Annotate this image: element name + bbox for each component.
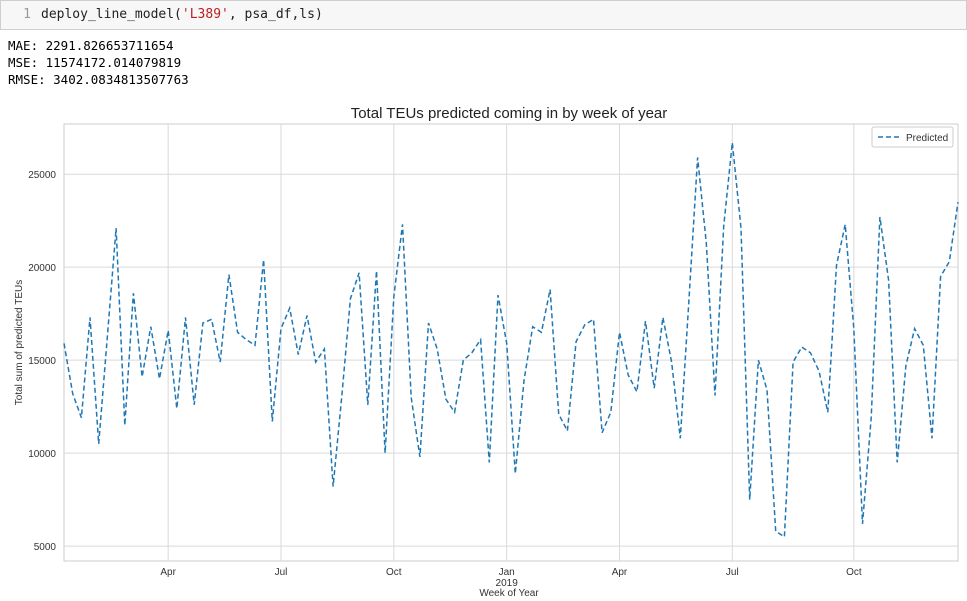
x-tick-label: Jul bbox=[726, 567, 739, 578]
code-text[interactable]: deploy_line_model('L389', psa_df,ls) bbox=[41, 7, 323, 22]
y-tick-label: 20000 bbox=[28, 263, 56, 274]
line-number: 1 bbox=[23, 7, 31, 22]
code-cell[interactable]: 1 deploy_line_model('L389', psa_df,ls) bbox=[0, 0, 967, 30]
x-axis-label: Week of Year bbox=[479, 588, 539, 599]
x-tick-label: 2019 bbox=[496, 578, 519, 589]
x-tick-label: Jan bbox=[499, 567, 515, 578]
series-line-predicted bbox=[63, 142, 959, 539]
y-tick-label: 15000 bbox=[28, 356, 56, 367]
x-tick-label: Oct bbox=[846, 567, 862, 578]
legend-box bbox=[871, 126, 954, 148]
y-axis-label: Total sum of predicted TEUs bbox=[14, 280, 25, 405]
x-tick-label: Apr bbox=[612, 567, 628, 578]
x-tick-label: Jul bbox=[275, 567, 288, 578]
y-tick-label: 10000 bbox=[28, 449, 56, 460]
y-tick-label: 5000 bbox=[34, 542, 57, 553]
output-mae: MAE: 2291.826653711654 bbox=[8, 38, 174, 53]
y-tick-label: 25000 bbox=[28, 170, 56, 181]
x-tick-label: Apr bbox=[160, 567, 176, 578]
legend-label-predicted: Predicted bbox=[906, 133, 948, 144]
code-args: , psa_df,ls) bbox=[228, 7, 323, 22]
plot-area bbox=[63, 123, 959, 562]
code-string-arg: 'L389' bbox=[181, 7, 229, 22]
chart-title: Total TEUs predicted coming in by week o… bbox=[351, 105, 668, 122]
output-rmse: RMSE: 3402.0834813507763 bbox=[8, 72, 189, 87]
output-mse: MSE: 11574172.014079819 bbox=[8, 55, 182, 70]
x-tick-label: Oct bbox=[386, 567, 402, 578]
code-call: deploy_line_model( bbox=[41, 7, 182, 22]
